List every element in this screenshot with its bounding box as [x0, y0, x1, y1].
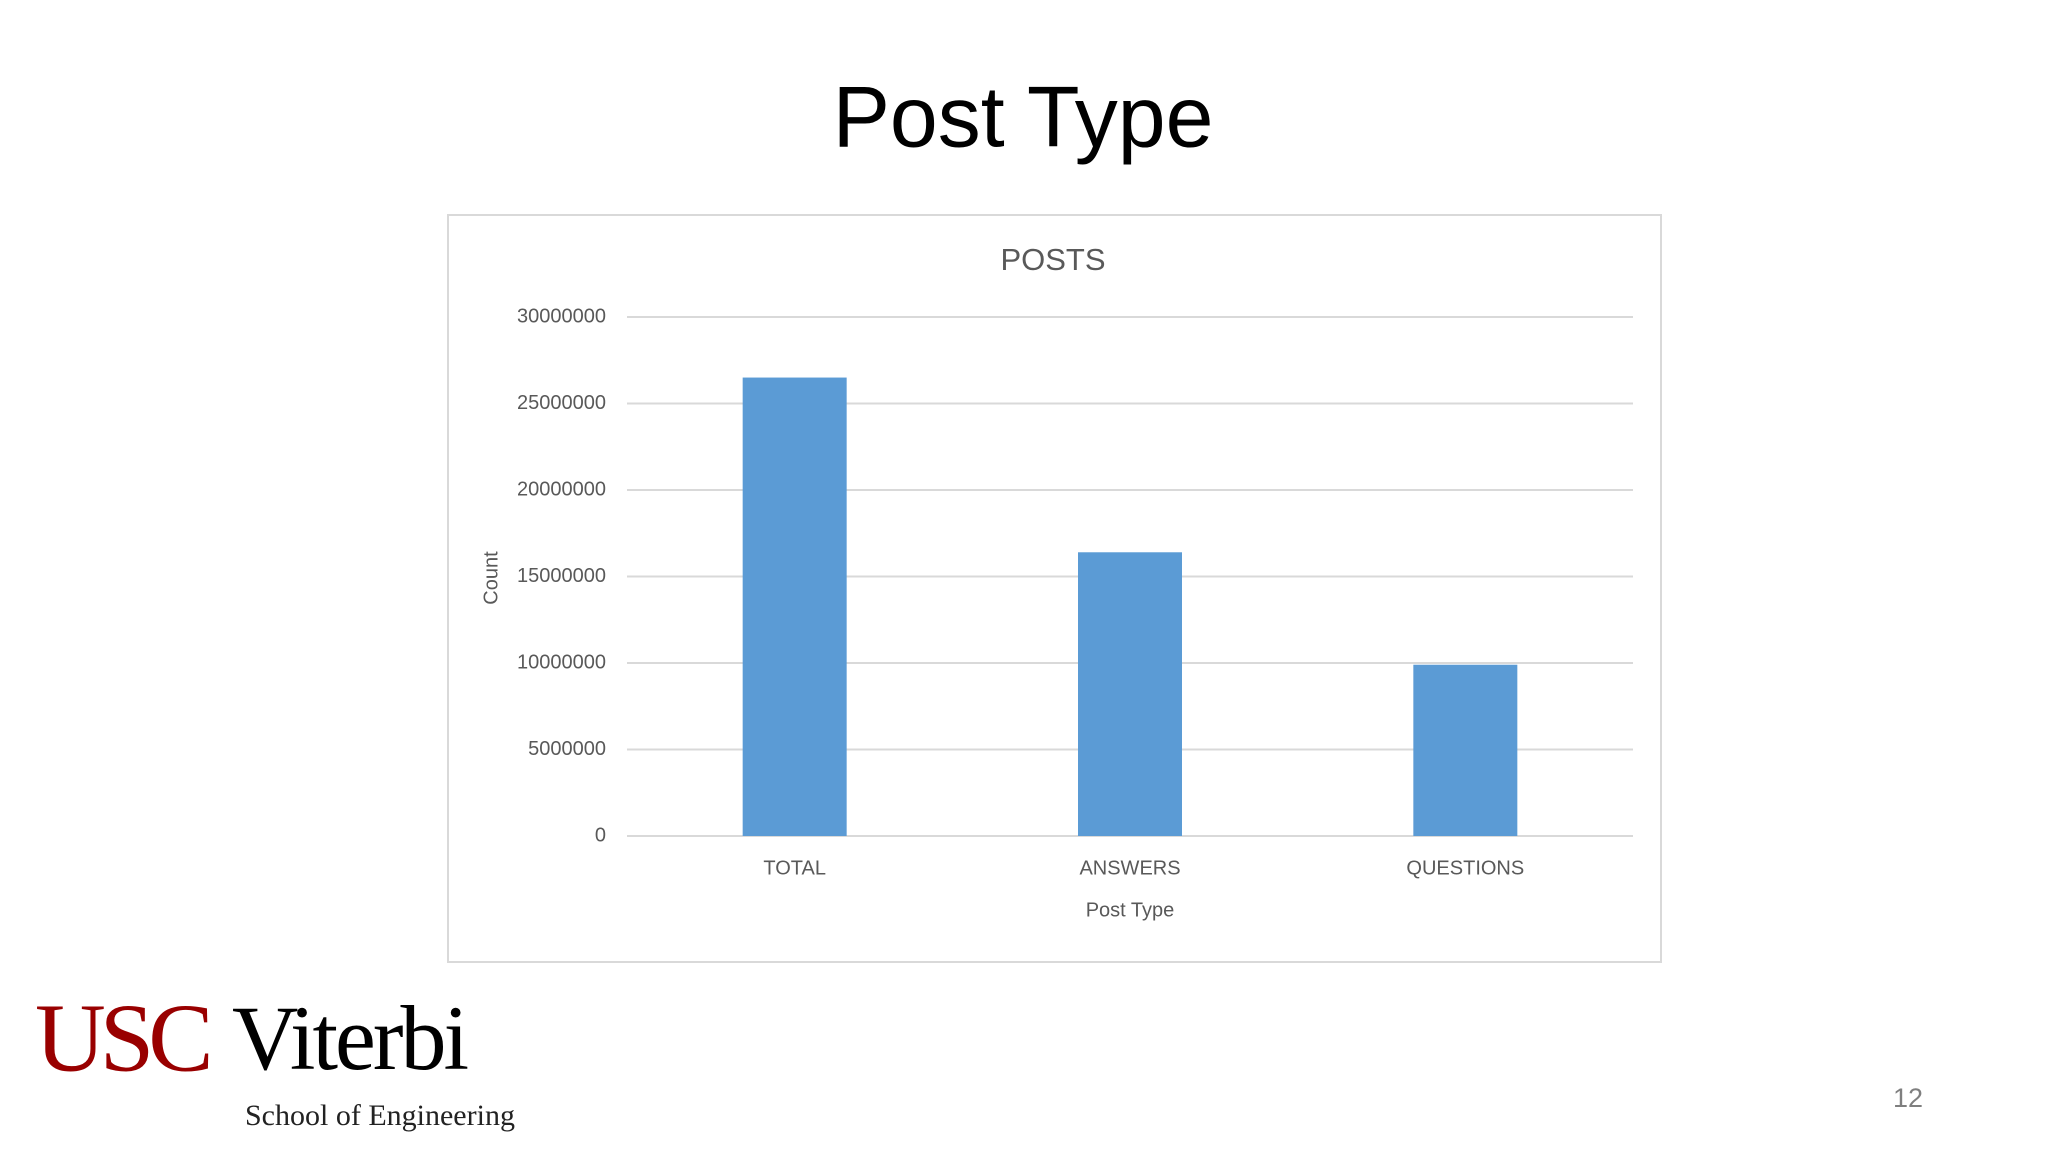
slide-title: Post Type — [833, 70, 1214, 166]
y-tick-label: 10000000 — [517, 651, 606, 673]
y-tick-label: 0 — [595, 824, 606, 846]
chart-frame — [447, 214, 1662, 963]
bar — [1078, 552, 1182, 836]
logo-viterbi: Viterbi — [232, 987, 468, 1089]
logo-usc: USC — [35, 984, 208, 1092]
y-tick-label: 25000000 — [517, 392, 606, 414]
y-tick-label: 30000000 — [517, 305, 606, 327]
y-axis-title: Count — [480, 551, 502, 605]
y-tick-label: 15000000 — [517, 565, 606, 587]
page-number: 12 — [1893, 1083, 1923, 1113]
bar — [742, 377, 847, 836]
x-tick-label: TOTAL — [763, 857, 826, 879]
x-tick-label: ANSWERS — [1079, 857, 1180, 879]
logo-school: School of Engineering — [245, 1099, 515, 1132]
chart-title: POSTS — [1000, 242, 1105, 277]
y-tick-label: 5000000 — [528, 738, 606, 760]
y-tick-label: 20000000 — [517, 478, 606, 500]
x-axis-title: Post Type — [1086, 899, 1175, 921]
bar — [1413, 664, 1518, 836]
x-tick-label: QUESTIONS — [1406, 857, 1524, 879]
